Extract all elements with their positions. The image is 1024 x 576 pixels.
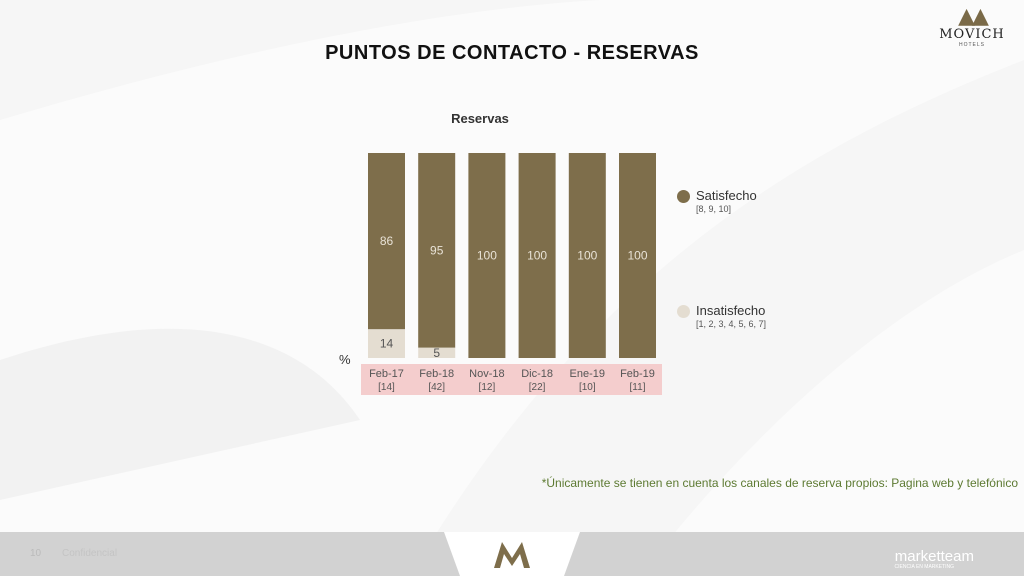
data-label-insatisfecho: 5 (433, 346, 440, 360)
data-label-satisfecho: 95 (430, 243, 444, 257)
sample-size-label: [10] (579, 382, 596, 393)
data-label-satisfecho: 86 (380, 234, 394, 248)
bar-satisfecho (619, 153, 656, 358)
percent-unit-label: % (339, 352, 351, 367)
legend-label: Insatisfecho (696, 303, 766, 318)
data-label-insatisfecho: 14 (380, 337, 394, 351)
data-label-satisfecho: 100 (627, 249, 647, 263)
category-label: Nov-18 (469, 368, 504, 380)
legend-dot-insatisfecho-icon (677, 305, 690, 318)
category-label: Ene-19 (570, 368, 605, 380)
category-label: Feb-17 (369, 368, 404, 380)
bar-insatisfecho (418, 347, 456, 358)
footnote: *Únicamente se tienen en cuenta los cana… (541, 476, 1018, 490)
category-label: Feb-18 (419, 368, 454, 380)
chart-title: Reservas (451, 111, 509, 126)
bar-satisfecho (568, 153, 606, 358)
bar-satisfecho (418, 153, 456, 348)
bar-satisfecho (368, 153, 405, 330)
marketteam-brand: marketteam (894, 548, 974, 565)
sample-size-label: [11] (630, 382, 646, 393)
bar-satisfecho (518, 153, 556, 358)
category-label: Feb-19 (620, 368, 655, 380)
sample-size-label: [12] (479, 382, 496, 393)
legend-sublabel: [8, 9, 10] (696, 204, 732, 214)
page-number: 10 (30, 548, 42, 559)
sample-size-label: [22] (529, 382, 546, 393)
category-band (361, 364, 662, 395)
movich-logo: ▲▲ MOVICH HOTELS (932, 4, 1012, 49)
legend-sublabel: [1, 2, 3, 4, 5, 6, 7] (696, 319, 767, 329)
movich-footer-logo-icon (444, 532, 580, 576)
logo-sub: HOTELS (958, 42, 985, 48)
legend-label: Satisfecho (696, 188, 757, 203)
bar-insatisfecho (368, 329, 405, 358)
bar-satisfecho (468, 153, 506, 358)
category-label: Dic-18 (521, 368, 553, 380)
page-title: PUNTOS DE CONTACTO - RESERVAS (325, 42, 699, 64)
data-label-satisfecho: 100 (477, 249, 497, 263)
data-label-satisfecho: 100 (577, 249, 597, 263)
logo-name: MOVICH (939, 27, 1005, 42)
confidential-label: Confidencial (62, 548, 118, 559)
sample-size-label: [42] (428, 382, 445, 393)
footer-bar: 10 Confidencial marketteam CIENCIA EN MA… (0, 532, 1024, 576)
movich-logo-mark-icon: ▲▲ (958, 4, 989, 29)
legend-dot-satisfecho-icon (677, 190, 690, 203)
marketteam-brand-sub: CIENCIA EN MARKETING (894, 564, 954, 570)
sample-size-label: [14] (378, 382, 395, 393)
data-label-satisfecho: 100 (527, 249, 547, 263)
